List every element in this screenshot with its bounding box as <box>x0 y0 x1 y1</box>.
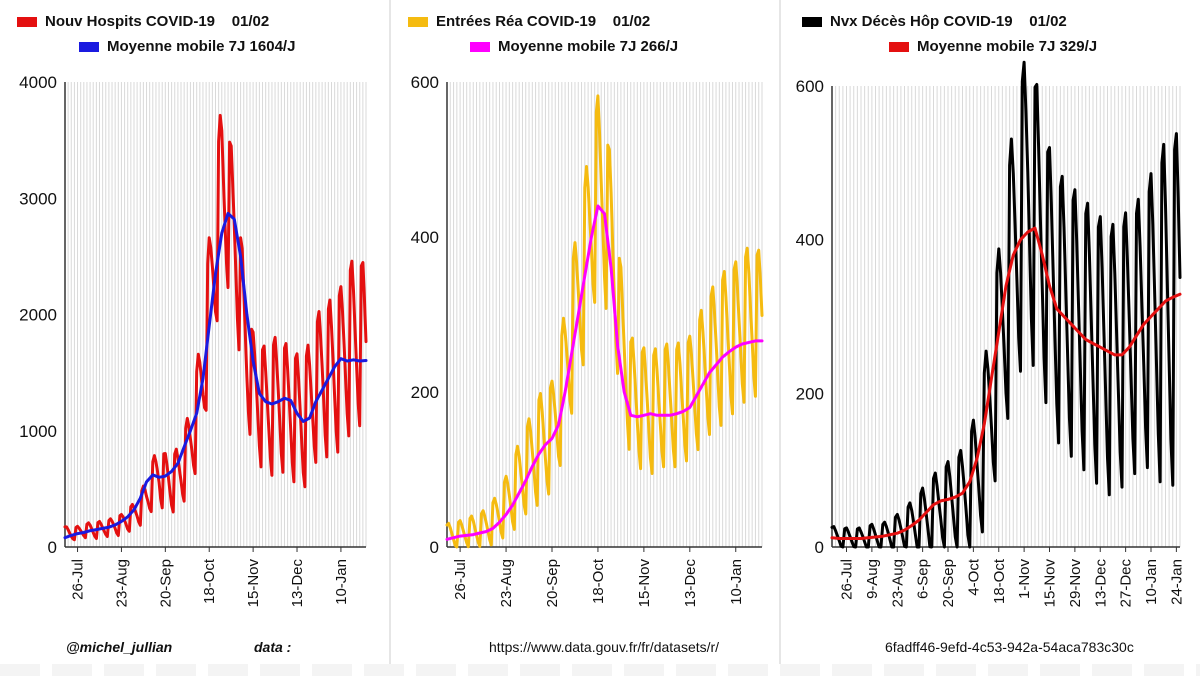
x-tick-label: 18-Oct <box>991 558 1008 604</box>
y-tick-label: 0 <box>815 538 824 557</box>
x-tick-label: 24-Jan <box>1168 559 1185 605</box>
panel-hospitalisations: 0 1000 2000 3000 4000 26-Jul 23-Aug 20-Sep 18-Oc… <box>0 0 388 676</box>
daily-series-line <box>830 60 1182 549</box>
legend-label: Moyenne mobile 7J 266/J <box>498 38 679 55</box>
chart-intensive-care: 0 200 400 600 26-Jul 23-Aug 20-Sep 18-Oct 15-Nov… <box>411 73 764 608</box>
legend-item-moving-average: Moyenne mobile 7J 266/J <box>470 38 678 55</box>
legend-label: Nvx Décès Hôp COVID-19 01/02 <box>830 13 1067 30</box>
y-tick-label: 3000 <box>19 189 57 208</box>
y-tick-label: 2000 <box>19 306 57 325</box>
legend-swatch <box>889 41 909 52</box>
x-tick-label: 26-Jul <box>452 559 469 600</box>
x-tick-label: 13-Dec <box>289 559 306 608</box>
x-tick-label: 1-Nov <box>1016 559 1033 600</box>
moving-average-line <box>445 204 764 541</box>
legend-swatch <box>802 16 822 27</box>
y-tick-label: 200 <box>796 384 824 403</box>
x-tick-label: 20-Sep <box>157 559 174 607</box>
x-tick-label: 20-Sep <box>940 559 957 607</box>
x-tick-label: 15-Nov <box>1042 559 1059 608</box>
legend-item-rea: Entrées Réa COVID-19 01/02 <box>408 13 650 30</box>
x-tick-label: 15-Nov <box>636 559 653 608</box>
author-credit: @michel_jullian <box>66 639 173 655</box>
x-tick-label: 26-Jul <box>839 559 856 600</box>
y-tick-label: 1000 <box>19 422 57 441</box>
x-tick-label: 23-Aug <box>113 559 130 607</box>
x-tick-label: 15-Nov <box>245 559 262 608</box>
x-tick-label: 13-Dec <box>682 559 699 608</box>
data-source-url: https://www.data.gouv.fr/fr/datasets/r/ <box>489 639 720 655</box>
x-tick-label: 27-Dec <box>1118 559 1135 608</box>
x-tick-label: 23-Aug <box>889 559 906 607</box>
x-tick-label: 4-Oct <box>965 558 982 596</box>
y-tick-label: 600 <box>411 73 439 92</box>
moving-average-line <box>830 226 1182 540</box>
x-tick-label: 13-Dec <box>1092 559 1109 608</box>
panel-divider <box>389 0 391 676</box>
x-tick-label: 10-Jan <box>1143 559 1160 605</box>
x-tick-label: 10-Jan <box>728 559 745 605</box>
x-tick-label: 10-Jan <box>333 559 350 605</box>
legend-label: Moyenne mobile 7J 329/J <box>917 38 1098 55</box>
panel-intensive-care: 0 200 400 600 26-Jul 23-Aug 20-Sep 18-Oct 15-Nov… <box>391 0 779 676</box>
legend-label: Entrées Réa COVID-19 01/02 <box>436 13 651 30</box>
y-tick-label: 4000 <box>19 73 57 92</box>
y-tick-label: 400 <box>411 228 439 247</box>
legend-item-deces: Nvx Décès Hôp COVID-19 01/02 <box>802 13 1067 30</box>
panel-divider <box>779 0 781 676</box>
legend-item-moving-average: Moyenne mobile 7J 329/J <box>889 38 1097 55</box>
x-tick-label: 18-Oct <box>201 558 218 604</box>
x-tick-label: 26-Jul <box>70 559 87 600</box>
legend-swatch <box>17 16 37 27</box>
chart-hospitalisations: 0 1000 2000 3000 4000 26-Jul 23-Aug 20-Sep 18-Oc… <box>19 73 368 608</box>
y-tick-label: 600 <box>796 77 824 96</box>
x-tick-label: 18-Oct <box>590 558 607 604</box>
moving-average-line <box>63 211 368 540</box>
x-tick-label: 9-Aug <box>864 559 881 599</box>
x-tick-label: 23-Aug <box>498 559 515 607</box>
x-tick-label: 20-Sep <box>544 559 561 607</box>
legend-item-hospits: Nouv Hospits COVID-19 01/02 <box>17 13 269 30</box>
y-tick-label: 200 <box>411 383 439 402</box>
legend-swatch <box>79 41 99 52</box>
legend-label: Nouv Hospits COVID-19 01/02 <box>45 13 270 30</box>
legend-swatch <box>408 16 428 27</box>
y-tick-label: 0 <box>430 538 439 557</box>
chart-deaths: 0 200 400 600 26-Jul 9-Aug 23-Aug 6-Sep 20-Sep 4-… <box>796 60 1185 608</box>
legend-item-moving-average: Moyenne mobile 7J 1604/J <box>79 38 295 55</box>
legend-swatch <box>470 41 490 52</box>
dataset-id: 6fadff46-9efd-4c53-942a-54aca783c30c <box>885 639 1134 655</box>
gridlines <box>446 82 763 547</box>
y-tick-label: 400 <box>796 231 824 250</box>
x-tick-label: 6-Sep <box>915 559 932 599</box>
legend-label: Moyenne mobile 7J 1604/J <box>107 38 296 55</box>
x-tick-label: 29-Nov <box>1067 559 1084 608</box>
data-source-label: data : <box>254 639 292 655</box>
bottom-strip <box>0 664 1200 676</box>
panel-deaths: 0 200 400 600 26-Jul 9-Aug 23-Aug 6-Sep 20-Sep 4-… <box>782 0 1200 676</box>
y-tick-label: 0 <box>48 538 57 557</box>
daily-series-line <box>63 113 368 542</box>
